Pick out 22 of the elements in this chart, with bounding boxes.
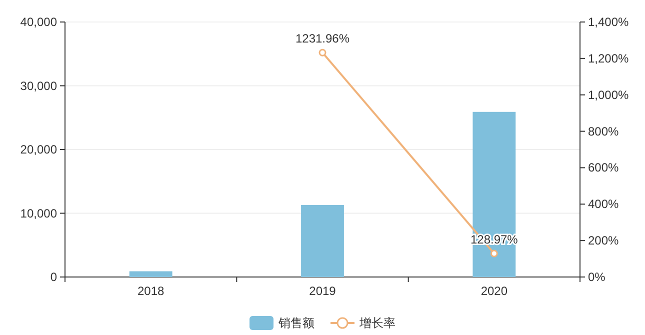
y-tick-label: 30,000 — [20, 78, 58, 93]
data-label: 1231.96% — [295, 32, 350, 46]
y2-tick-label: 600% — [588, 160, 620, 175]
y2-tick-label: 0% — [588, 270, 606, 284]
y2-tick-label: 1,000% — [588, 88, 630, 102]
y2-tick-label: 1,200% — [588, 51, 630, 66]
bar — [301, 204, 344, 277]
y2-tick-label: 800% — [588, 124, 620, 138]
legend-label: 增长率 — [358, 316, 396, 330]
legend-label: 销售额 — [278, 316, 314, 330]
x-tick-label: 2018 — [137, 284, 165, 298]
y-tick-label: 40,000 — [20, 15, 58, 29]
y2-tick-label: 1,400% — [588, 15, 630, 29]
x-tick-label: 2019 — [309, 284, 336, 298]
y-tick-label: 0 — [50, 270, 58, 284]
y2-tick-label: 200% — [588, 234, 620, 248]
y-tick-label: 10,000 — [20, 206, 58, 220]
bar — [472, 112, 516, 277]
y-tick-label: 20,000 — [20, 142, 58, 156]
bar — [129, 271, 172, 277]
x-tick-label: 2020 — [480, 284, 508, 298]
y2-tick-label: 400% — [588, 197, 620, 212]
